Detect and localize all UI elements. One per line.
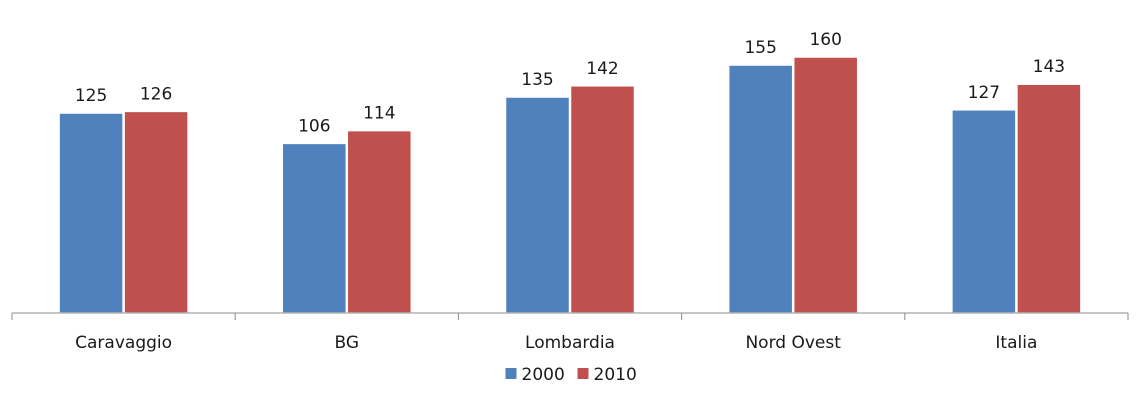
bar-2000-italia xyxy=(951,109,1017,314)
legend-label-2000: 2000 xyxy=(522,365,565,385)
bars-group xyxy=(58,56,1082,314)
bar-2010-italia xyxy=(1016,83,1082,314)
data-label-2000-caravaggio: 125 xyxy=(75,86,107,106)
bar-2000-lombardia xyxy=(504,96,571,314)
data-label-2010-nord-ovest: 160 xyxy=(809,30,841,50)
bar-2010-nord-ovest xyxy=(792,56,859,314)
bar-2000-caravaggio xyxy=(58,112,124,314)
data-labels-group: 125 126 106 114 135 142 155 160 127 143 xyxy=(75,30,1065,136)
x-tick-label-lombardia: Lombardia xyxy=(525,333,615,353)
data-label-2010-bg: 114 xyxy=(363,104,395,124)
x-axis: Caravaggio BG Lombardia Nord Ovest Italia xyxy=(11,312,1129,353)
data-label-2000-italia: 127 xyxy=(968,83,1000,103)
x-tick-label-italia: Italia xyxy=(995,333,1037,353)
data-label-2000-lombardia: 135 xyxy=(521,70,553,90)
bar-2010-lombardia xyxy=(569,85,636,314)
bar-2000-bg xyxy=(281,142,348,314)
bar-2010-bg xyxy=(346,129,413,314)
data-label-2000-bg: 106 xyxy=(298,116,330,136)
bar-2010-caravaggio xyxy=(123,110,189,314)
x-tick-label-nord-ovest: Nord Ovest xyxy=(745,333,841,353)
data-label-2000-nord-ovest: 155 xyxy=(744,38,776,58)
x-tick-label-bg: BG xyxy=(335,333,360,353)
legend-label-2010: 2010 xyxy=(594,365,637,385)
x-tick-label-caravaggio: Caravaggio xyxy=(75,333,172,353)
legend-swatch-2000 xyxy=(505,368,517,379)
data-label-2010-italia: 143 xyxy=(1033,57,1065,77)
legend-swatch-2010 xyxy=(577,368,589,379)
data-label-2010-lombardia: 142 xyxy=(586,59,618,79)
bar-2000-nord-ovest xyxy=(727,64,794,314)
data-label-2010-caravaggio: 126 xyxy=(140,84,172,104)
legend: 2000 2010 xyxy=(505,365,637,385)
